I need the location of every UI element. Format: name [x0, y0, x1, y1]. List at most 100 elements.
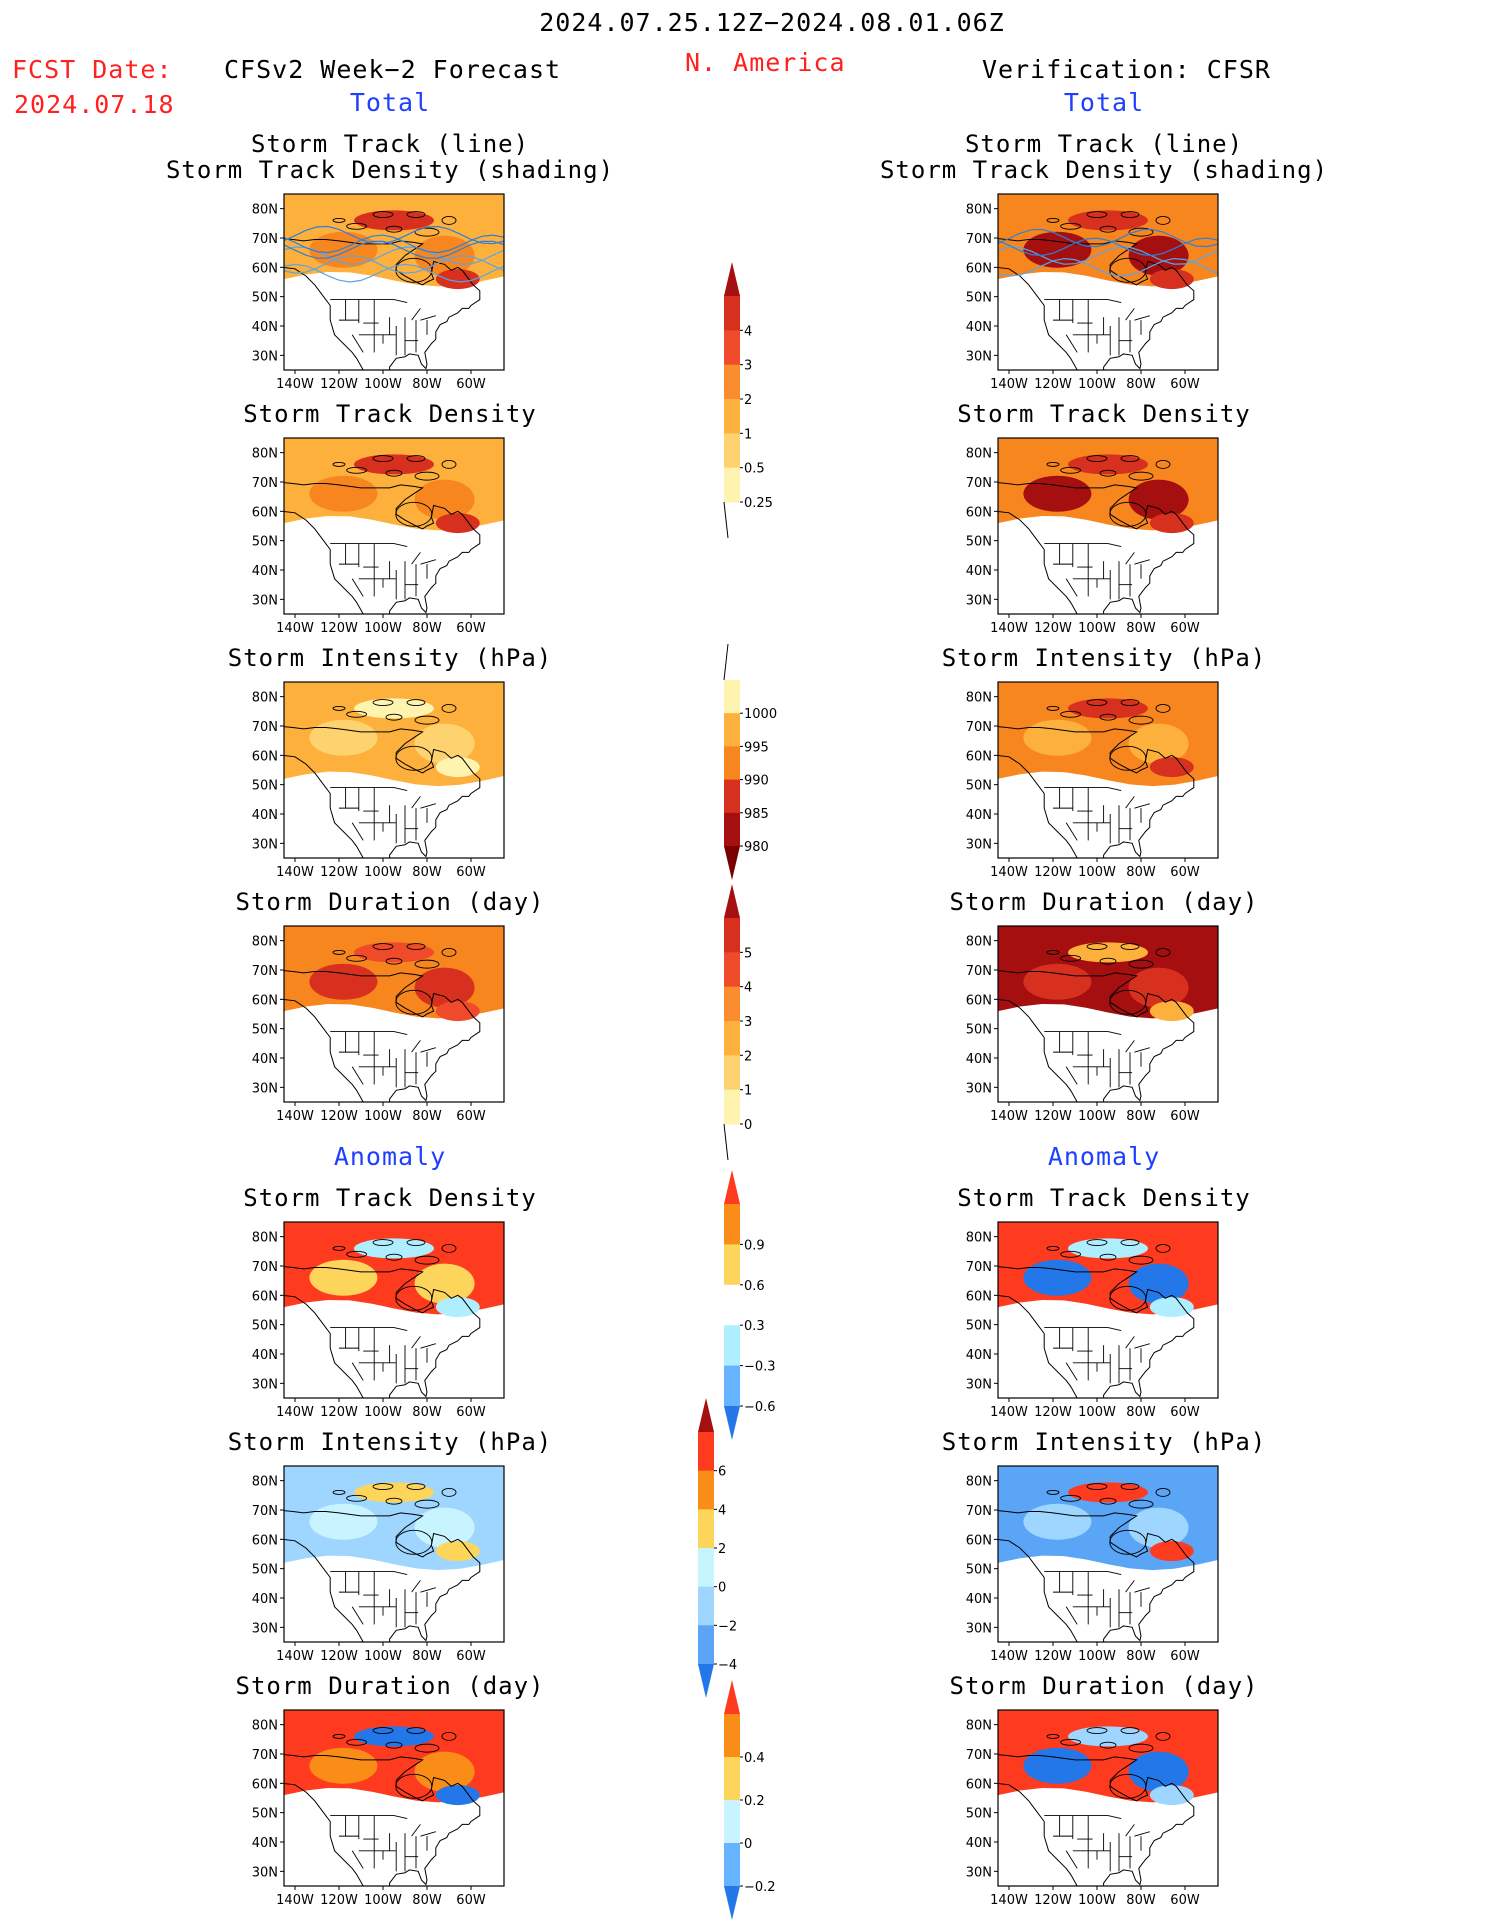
state-border [351, 822, 364, 841]
map-fcst-track-density-lines: 80N 70N 60N 50N 40N 30N 140W 120W 100W 80W 60W [252, 193, 505, 390]
arctic-island [1128, 1255, 1154, 1265]
arctic-island [1046, 1489, 1060, 1495]
map-shading-blob [1149, 513, 1194, 534]
colorbar-duration-total: 5 4 3 2 1 0 [723, 884, 752, 1161]
section-anomaly-right: Anomaly [1047, 1142, 1161, 1171]
colorbar-top-triangle [724, 1170, 740, 1204]
hudson-bay [1109, 745, 1147, 771]
map-shading-blob [309, 963, 378, 1000]
lon-tick-label: 140W [276, 1109, 314, 1122]
map-frame [283, 193, 505, 371]
colorbar-segment [724, 779, 740, 814]
colorbar-segment [724, 680, 740, 714]
lon-tick-label: 100W [1078, 621, 1116, 634]
lon-tick-label: 140W [990, 1649, 1028, 1662]
map-shading-blob [1149, 757, 1194, 778]
lon-tick-label: 100W [1078, 865, 1116, 878]
arctic-island [1128, 959, 1154, 969]
storm-track-line [998, 228, 1218, 248]
lon-tick-label: 120W [1034, 1405, 1072, 1418]
hudson-bay [1109, 501, 1147, 527]
lat-tick-label: 30N [252, 349, 278, 364]
lon-tick-label: 100W [364, 1109, 402, 1122]
map-obs-density-anomaly: 80N 70N 60N 50N 40N 30N 140W 120W 100W 80W 60W [966, 1221, 1219, 1418]
colorbar-segment [698, 1625, 714, 1665]
lat-tick-label: 60N [252, 1777, 278, 1792]
lat-tick-label: 60N [252, 1533, 278, 1548]
section-total-left: Total [349, 88, 431, 117]
arctic-island [1060, 1250, 1082, 1258]
arctic-island [1128, 715, 1154, 725]
arctic-island [1155, 703, 1171, 713]
hudson-bay [1109, 1773, 1147, 1799]
map-frame [283, 925, 505, 1103]
map-shading-blob [414, 1751, 475, 1792]
lat-tick-label: 70N [966, 1504, 992, 1519]
lat-tick-label: 50N [966, 291, 992, 306]
map-fcst-intensity-anomaly: 80N 70N 60N 50N 40N 30N 140W 120W 100W 80W 60W [252, 1465, 505, 1662]
colorbar-segment [724, 1089, 740, 1125]
coastline [284, 482, 481, 614]
panel-title-fcst-intensity: Storm Intensity (hPa) [227, 644, 553, 672]
colorbar-label: −0.3 [744, 1360, 776, 1375]
map-shading-blob [414, 1507, 475, 1548]
storm-track-line [284, 234, 504, 254]
colorbar-label: 1 [744, 427, 752, 442]
colorbar-label: 1 [744, 1084, 752, 1099]
colorbar-segment [698, 1509, 714, 1549]
lon-tick-label: 60W [1170, 1893, 1200, 1906]
state-border [420, 559, 436, 565]
state-border [393, 1815, 408, 1819]
arctic-island [332, 1245, 346, 1251]
hudson-bay [395, 501, 433, 527]
colorbar-duration-anomaly: 0.40.20−0.2−0.4 [724, 1680, 776, 1920]
arctic-island [414, 471, 440, 481]
colorbar-density-anomaly: 0.90.60.3−0.3−0.6−0.9 [724, 1170, 776, 1440]
colorbar-label: 0.5 [744, 462, 765, 477]
arctic-island [1155, 215, 1171, 225]
coastline [998, 726, 1195, 858]
arctic-island [414, 1499, 440, 1509]
arctic-island [372, 1483, 394, 1490]
colorbar-segment [724, 1204, 740, 1245]
lat-tick-label: 30N [966, 837, 992, 852]
map-shading-blob [435, 1001, 480, 1022]
lat-tick-label: 30N [252, 837, 278, 852]
state-border [411, 1824, 421, 1837]
lon-tick-label: 140W [276, 1649, 314, 1662]
colorbar-label: −2 [718, 1619, 737, 1634]
arctic-island [346, 1738, 368, 1746]
lat-tick-label: 50N [252, 1807, 278, 1822]
forecast-period: 2024.07.25.12Z−2024.08.01.06Z [539, 8, 1005, 37]
map-frame [997, 681, 1219, 859]
arctic-island [1155, 459, 1171, 469]
lon-tick-label: 140W [990, 1405, 1028, 1418]
arctic-island [1128, 227, 1154, 237]
arctic-island [332, 949, 346, 955]
state-border [1125, 552, 1135, 565]
map-frame [997, 1465, 1219, 1643]
lat-tick-label: 50N [966, 535, 992, 550]
hudson-bay [395, 745, 433, 771]
lon-tick-label: 80W [1126, 1109, 1156, 1122]
hudson-bay [1109, 1529, 1147, 1555]
arctic-island [1086, 1239, 1108, 1246]
lat-tick-label: 60N [966, 993, 992, 1008]
map-shading-blob [1023, 231, 1092, 268]
coastline [284, 1510, 481, 1642]
state-border [1134, 803, 1150, 809]
lat-tick-label: 50N [966, 1807, 992, 1822]
map-shading-blob [414, 723, 475, 764]
lon-tick-label: 100W [364, 1649, 402, 1662]
lon-tick-label: 80W [412, 865, 442, 878]
map-shading-blob [309, 475, 378, 512]
lat-tick-label: 80N [252, 447, 278, 462]
arctic-island [1086, 943, 1108, 950]
coastline [998, 482, 1195, 614]
lat-tick-label: 50N [252, 1023, 278, 1038]
state-border [393, 543, 408, 547]
lon-tick-label: 120W [1034, 377, 1072, 390]
lat-tick-label: 50N [252, 779, 278, 794]
arctic-island [1086, 1483, 1108, 1490]
fcst-date-value: 2024.07.18 [14, 90, 175, 119]
